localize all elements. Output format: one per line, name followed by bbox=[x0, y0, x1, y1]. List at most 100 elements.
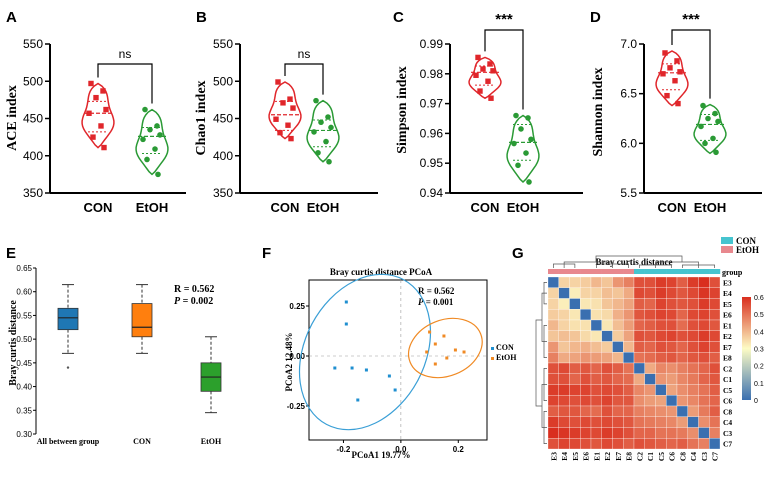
heatmap-cell bbox=[687, 427, 699, 439]
heatmap-col-label: E2 bbox=[603, 452, 612, 461]
etoh-confidence-ellipse bbox=[408, 317, 483, 379]
heatmap-col-label: E4 bbox=[560, 452, 569, 461]
heatmap-row-label: E1 bbox=[723, 321, 732, 330]
data-point-etoh bbox=[702, 140, 708, 147]
heatmap-cell bbox=[580, 438, 592, 450]
heatmap-cell bbox=[612, 416, 624, 428]
heatmap-cell bbox=[623, 416, 635, 428]
pcoa-point-con bbox=[393, 388, 397, 392]
data-point-con bbox=[672, 78, 678, 84]
y-tick-label: 550 bbox=[213, 37, 233, 51]
heatmap-cell bbox=[676, 405, 688, 417]
dendrogram-branch-left bbox=[543, 411, 547, 444]
heatmap-cell bbox=[633, 362, 645, 374]
panel-f-xlabel: PCoA1 19.77% bbox=[352, 450, 411, 460]
heatmap-col-label: E8 bbox=[625, 452, 634, 461]
heatmap-cell bbox=[580, 384, 592, 396]
data-point-con bbox=[485, 78, 491, 84]
heatmap-col-label: E5 bbox=[571, 452, 580, 461]
heatmap-cell bbox=[698, 319, 710, 331]
heatmap-cell bbox=[644, 384, 656, 396]
heatmap-row-label: C4 bbox=[723, 418, 732, 427]
heatmap-cell bbox=[601, 427, 613, 439]
heatmap-cell bbox=[709, 352, 721, 364]
panel-f-title: Bray curtis distance PCoA bbox=[330, 267, 433, 277]
panel-f-ylabel: PCoA2 12.48% bbox=[284, 333, 294, 392]
y-tick-label: 6.0 bbox=[620, 136, 637, 150]
heatmap-cell bbox=[601, 362, 613, 374]
legend-label: CON bbox=[496, 343, 514, 352]
data-point-con bbox=[90, 134, 96, 140]
heatmap-col-label: E1 bbox=[592, 452, 601, 461]
y-tick-label: 450 bbox=[213, 112, 233, 126]
colorbar-tick-label: 0.4 bbox=[754, 329, 764, 336]
heatmap-cell bbox=[547, 362, 559, 374]
con-confidence-ellipse bbox=[298, 273, 432, 431]
heatmap-cell bbox=[709, 330, 721, 342]
heatmap-cell bbox=[666, 416, 678, 428]
data-point-etoh bbox=[700, 102, 706, 109]
colorbar-tick-label: 0 bbox=[754, 398, 758, 405]
heatmap-cell bbox=[676, 373, 688, 385]
pcoa-point-etoh bbox=[433, 362, 437, 366]
heatmap-cell bbox=[633, 309, 645, 321]
heatmap-cell bbox=[612, 427, 624, 439]
heatmap-cell bbox=[644, 416, 656, 428]
heatmap-cell bbox=[580, 287, 592, 299]
heatmap-cell bbox=[547, 416, 559, 428]
heatmap-cell bbox=[633, 405, 645, 417]
pcoa-point-con bbox=[344, 300, 348, 304]
heatmap-cell bbox=[676, 341, 688, 353]
colorbar-ticks: 0.6 0.5 0.4 0.3 0.2 0.1 0 bbox=[754, 295, 764, 405]
heatmap-cell bbox=[612, 298, 624, 310]
heatmap-cell bbox=[666, 309, 678, 321]
violin-outline-etoh bbox=[506, 114, 540, 184]
data-point-con bbox=[275, 79, 281, 85]
heatmap-cell bbox=[590, 395, 602, 407]
heatmap-col-label: C5 bbox=[657, 452, 666, 461]
heatmap-cell bbox=[580, 309, 592, 321]
violin-outline-con bbox=[81, 82, 115, 149]
dendrogram-branch-top bbox=[596, 263, 629, 268]
heatmap-cell bbox=[698, 438, 710, 450]
heatmap-cell bbox=[676, 395, 688, 407]
heatmap-cell bbox=[633, 416, 645, 428]
pcoa-point-con bbox=[350, 366, 354, 370]
heatmap-cell bbox=[709, 287, 721, 299]
heatmap-cell bbox=[547, 287, 559, 299]
heatmap-cell bbox=[569, 298, 581, 310]
heatmap-cell bbox=[676, 352, 688, 364]
heatmap-cell bbox=[558, 438, 570, 450]
heatmap-cell bbox=[601, 416, 613, 428]
pcoa-point-etoh bbox=[433, 342, 437, 346]
data-point-etoh bbox=[154, 123, 160, 129]
y-tick-label: 500 bbox=[213, 74, 233, 88]
significance-label: ns bbox=[298, 47, 311, 61]
heatmap-cell bbox=[569, 438, 581, 450]
heatmap-cell bbox=[676, 330, 688, 342]
heatmap-cell bbox=[558, 276, 570, 288]
pcoa-point-etoh bbox=[428, 330, 432, 334]
heatmap-cell bbox=[558, 330, 570, 342]
heatmap-cell bbox=[601, 309, 613, 321]
dendrogram-branch-left bbox=[543, 325, 547, 358]
heatmap-cell bbox=[709, 373, 721, 385]
y-tick-label: 0.35 bbox=[16, 406, 32, 415]
heatmap-cell bbox=[590, 298, 602, 310]
panel-a-letter: A bbox=[6, 9, 17, 26]
heatmap-cell bbox=[698, 298, 710, 310]
heatmap-cell bbox=[601, 287, 613, 299]
heatmap-cell bbox=[655, 405, 667, 417]
violin-outline-etoh bbox=[306, 99, 340, 163]
legend-con-label: CON bbox=[736, 236, 757, 246]
data-point-etoh bbox=[313, 97, 319, 104]
heatmap-cell bbox=[580, 427, 592, 439]
data-point-con bbox=[677, 69, 683, 75]
heatmap-cell bbox=[590, 362, 602, 374]
data-point-etoh bbox=[525, 115, 531, 121]
y-tick-label: 0.55 bbox=[16, 311, 32, 320]
heatmap-cell bbox=[612, 341, 624, 353]
heatmap-cell bbox=[547, 373, 559, 385]
heatmap-cell bbox=[547, 319, 559, 331]
heatmap-cell bbox=[644, 319, 656, 331]
